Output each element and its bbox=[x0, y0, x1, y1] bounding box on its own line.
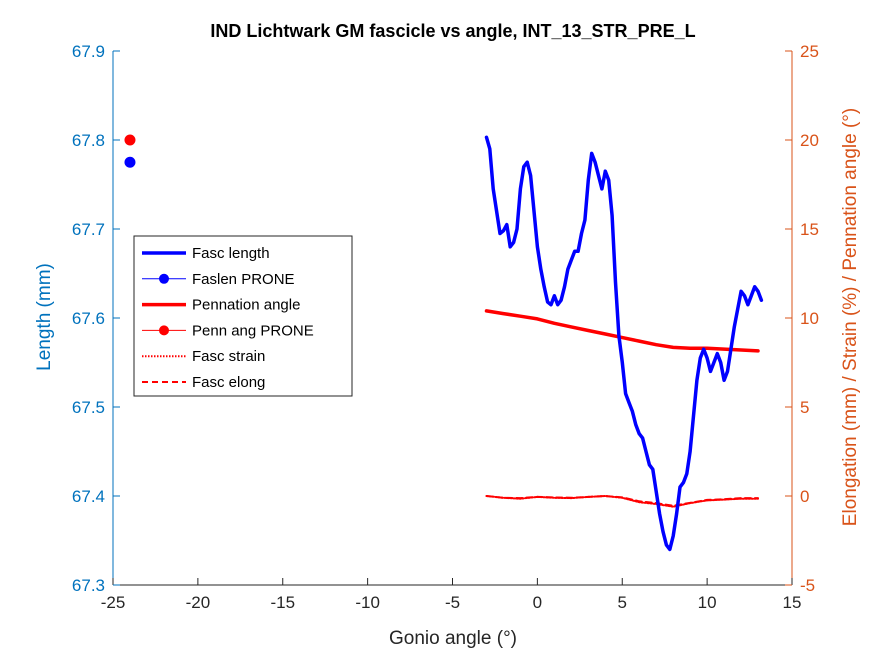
y-right-tick-label: 20 bbox=[800, 131, 819, 150]
y-right-tick-label: 10 bbox=[800, 309, 819, 328]
fasc-length-line bbox=[484, 135, 764, 552]
y-left-tick-label: 67.4 bbox=[72, 487, 105, 506]
x-tick-label: 15 bbox=[783, 593, 802, 612]
legend: Fasc length Faslen PRONE Pennation angle Pe… bbox=[133, 235, 353, 397]
legend-marker-faslen-prone bbox=[159, 273, 169, 284]
plot-series bbox=[124, 134, 764, 552]
legend-label-pennation-angle: Pennation angle bbox=[192, 297, 300, 314]
y-right-tick-label: 0 bbox=[800, 487, 809, 506]
penn-ang-prone-point bbox=[124, 134, 136, 146]
x-tick-label: -5 bbox=[445, 593, 460, 612]
legend-label-fasc-length: Fasc length bbox=[192, 245, 270, 262]
axes: -25 -20 -15 -10 -5 0 5 10 15 67.3 67.4 67.5 67.6 67.7… bbox=[72, 42, 819, 612]
x-tick-label: 10 bbox=[698, 593, 717, 612]
y-left-tick-label: 67.9 bbox=[72, 42, 105, 61]
legend-label-faslen-prone: Faslen PRONE bbox=[192, 271, 295, 288]
chart-title: IND Lichtwark GM fascicle vs angle, INT_… bbox=[210, 21, 695, 41]
x-tick-label: -10 bbox=[355, 593, 380, 612]
y-left-axis-label: Length (mm) bbox=[34, 263, 55, 371]
legend-box bbox=[133, 235, 353, 397]
y-right-tick-label: -5 bbox=[800, 576, 815, 595]
faslen-prone-point bbox=[124, 156, 136, 168]
y-right-axis-label: Elongation (mm) / Strain (%) / Pennation… bbox=[840, 108, 861, 526]
y-left-tick-label: 67.3 bbox=[72, 576, 105, 595]
y-left-tick-label: 67.6 bbox=[72, 309, 105, 328]
x-tick-label: 5 bbox=[618, 593, 627, 612]
legend-label-fasc-strain: Fasc strain bbox=[192, 348, 265, 365]
y-left-tick-label: 67.7 bbox=[72, 220, 105, 239]
x-axis-label: Gonio angle (°) bbox=[389, 628, 517, 649]
y-right-tick-label: 25 bbox=[800, 42, 819, 61]
y-right-tick-label: 5 bbox=[800, 398, 809, 417]
fasc-elong-line bbox=[485, 495, 759, 507]
legend-marker-penn-ang-prone bbox=[159, 325, 169, 336]
y-left-tick-label: 67.8 bbox=[72, 131, 105, 150]
pennation-angle-line bbox=[484, 309, 760, 353]
legend-label-fasc-elong: Fasc elong bbox=[192, 374, 265, 391]
y-right-tick-label: 15 bbox=[800, 220, 819, 239]
x-tick-label: -15 bbox=[270, 593, 295, 612]
x-tick-label: 0 bbox=[533, 593, 542, 612]
legend-label-penn-ang-prone: Penn ang PRONE bbox=[192, 322, 314, 339]
x-tick-label: -25 bbox=[101, 593, 126, 612]
y-left-tick-label: 67.5 bbox=[72, 398, 105, 417]
x-tick-label: -20 bbox=[186, 593, 211, 612]
